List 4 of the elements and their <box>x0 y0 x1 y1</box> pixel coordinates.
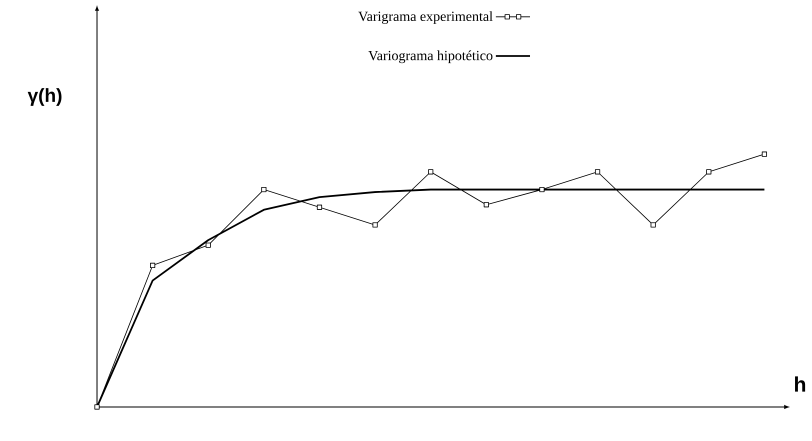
legend-label: Varigrama experimental <box>358 11 493 24</box>
x-axis-title: h <box>795 376 806 392</box>
legend-label: Variograma hipotético <box>368 50 492 64</box>
y-axis-title: γ(h) <box>28 88 62 106</box>
